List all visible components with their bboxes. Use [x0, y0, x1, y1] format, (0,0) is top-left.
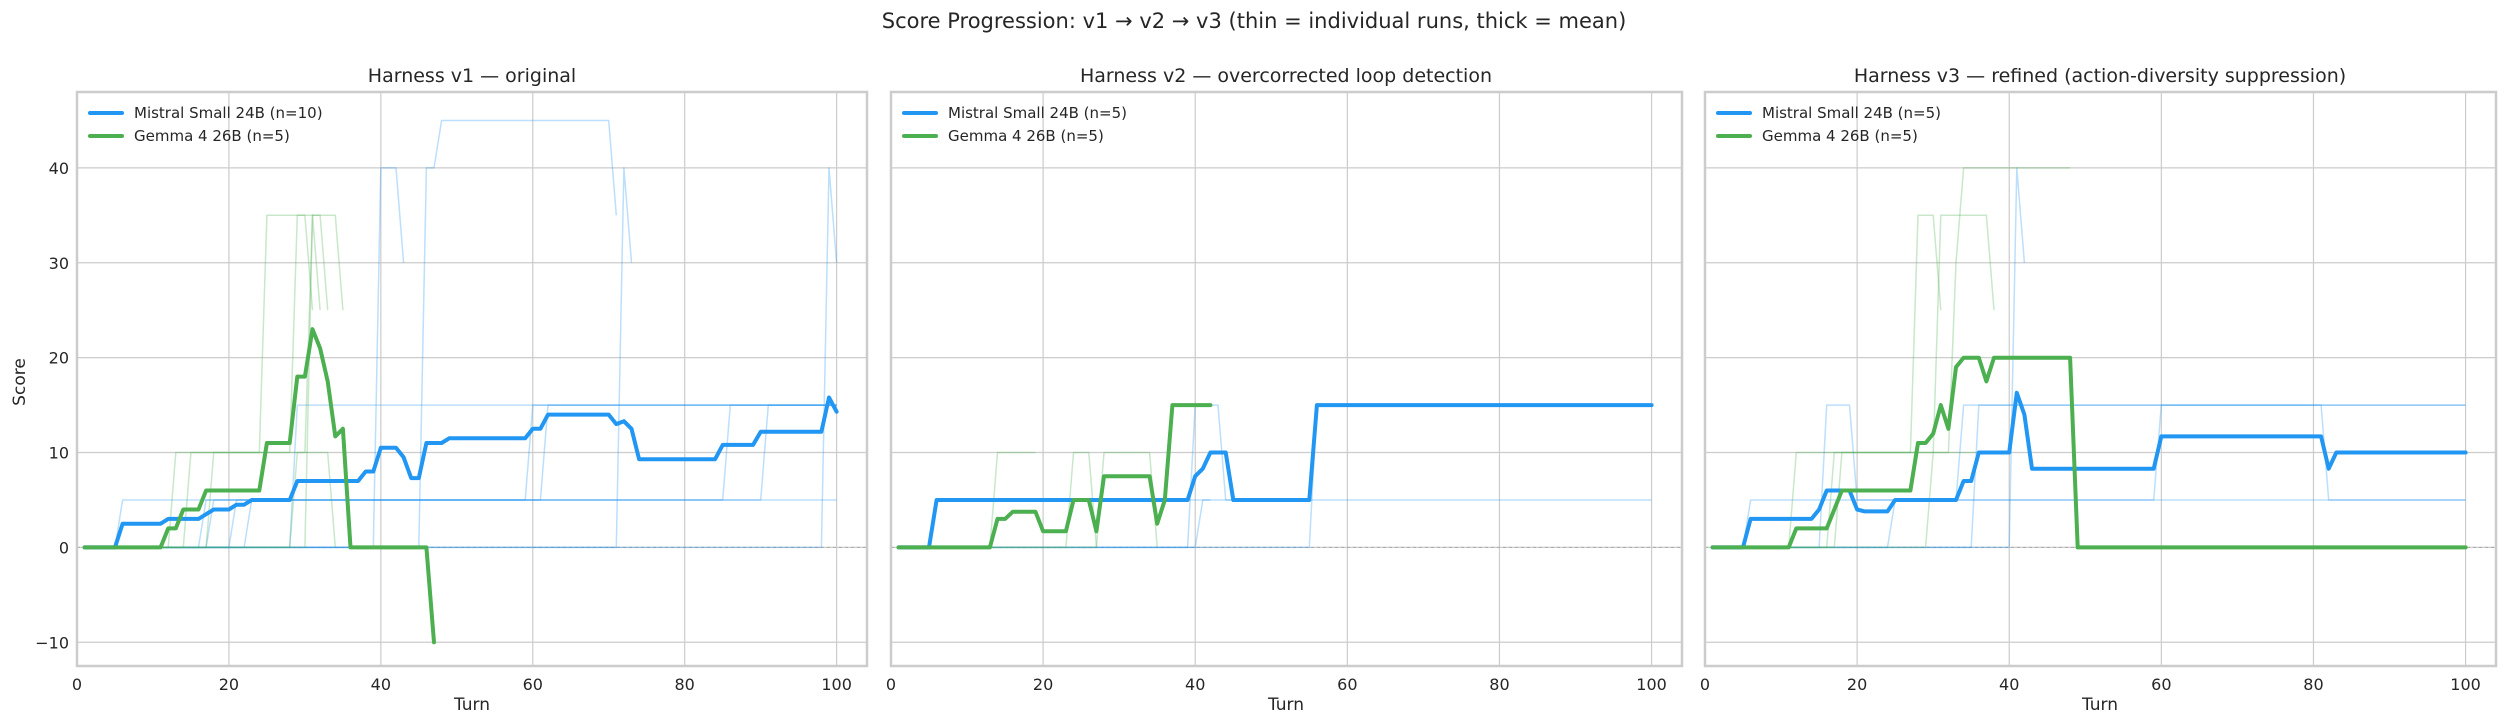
- mistral-run-line: [898, 499, 1652, 549]
- x-tick-label: 20: [1847, 675, 1867, 694]
- mistral-run-line: [84, 167, 838, 549]
- x-tick-label: 20: [219, 675, 239, 694]
- axes-frame: [1703, 90, 2498, 668]
- gemma-run-line: [1712, 167, 2071, 549]
- grid: [76, 92, 867, 666]
- gemma-run-line: [84, 214, 329, 549]
- y-tick-label: 10: [49, 444, 69, 463]
- mistral-run-line: [84, 404, 837, 549]
- panel-title: Harness v1 — original: [368, 65, 576, 87]
- legend-label: Mistral Small 24B (n=10): [134, 104, 323, 122]
- x-tick-labels: 0 20 40 60 80 100: [886, 675, 1667, 694]
- legend-label: Gemma 4 26B (n=5): [134, 127, 290, 145]
- legend-label: Gemma 4 26B (n=5): [948, 127, 1104, 145]
- x-axis-label: Turn: [453, 695, 490, 715]
- x-tick-label: 0: [1700, 675, 1710, 694]
- mistral-run-line: [84, 404, 837, 549]
- x-tick-labels: 0 20 40 60 80 100: [72, 675, 852, 694]
- gemma-run-line: [84, 451, 337, 549]
- x-tick-label: 60: [523, 675, 543, 694]
- x-tick-label: 40: [371, 675, 391, 694]
- y-axis-label: Score: [10, 358, 30, 406]
- legend-label: Mistral Small 24B (n=5): [948, 104, 1127, 122]
- x-tick-label: 100: [2450, 675, 2481, 694]
- mistral-run-line: [84, 167, 405, 549]
- x-axis-label: Turn: [1267, 695, 1304, 715]
- gemma-mean-line: [82, 327, 436, 645]
- x-tick-label: 20: [1033, 675, 1053, 694]
- legend: Mistral Small 24B (n=5) Gemma 4 26B (n=5): [902, 104, 1127, 145]
- grid: [1704, 92, 2496, 666]
- axes-frame: [889, 90, 1684, 668]
- panel-title: Harness v2 — overcorrected loop detectio…: [1080, 65, 1492, 87]
- individual-runs: [84, 119, 838, 549]
- x-tick-label: 60: [2151, 675, 2171, 694]
- x-tick-label: 100: [1636, 675, 1667, 694]
- gemma-run-line: [84, 214, 321, 549]
- mistral-run-line: [1712, 499, 2466, 549]
- x-tick-label: 40: [1185, 675, 1205, 694]
- x-tick-labels: 0 20 40 60 80 100: [1700, 675, 2481, 694]
- gemma-run-line: [1712, 214, 1942, 549]
- x-tick-label: 0: [886, 675, 896, 694]
- legend-label: Mistral Small 24B (n=5): [1762, 104, 1941, 122]
- mistral-run-line: [84, 119, 618, 549]
- gemma-run-line: [84, 214, 344, 549]
- mistral-mean-line: [896, 403, 1654, 550]
- mistral-mean-line: [1710, 390, 2468, 550]
- y-tick-label: 0: [59, 538, 69, 557]
- mistral-run-line: [898, 404, 1652, 549]
- y-tick-label: 30: [49, 254, 69, 273]
- x-tick-label: 100: [821, 675, 852, 694]
- x-tick-label: 80: [1489, 675, 1509, 694]
- x-tick-label: 80: [675, 675, 695, 694]
- legend: Mistral Small 24B (n=10) Gemma 4 26B (n=5…: [88, 104, 323, 145]
- gemma-run-line: [84, 214, 314, 549]
- x-tick-label: 60: [1337, 675, 1357, 694]
- panel-v3: Harness v3 — refined (action-diversity s…: [1700, 65, 2498, 715]
- gemma-run-line: [898, 451, 1098, 549]
- gemma-mean-line: [896, 403, 1213, 550]
- legend: Mistral Small 24B (n=5) Gemma 4 26B (n=5): [1716, 104, 1941, 145]
- mistral-run-line: [84, 404, 837, 549]
- y-tick-labels: −10 0 10 20 30 40: [35, 159, 69, 652]
- grid: [890, 92, 1682, 666]
- mistral-mean-line: [82, 395, 839, 550]
- legend-label: Gemma 4 26B (n=5): [1762, 127, 1918, 145]
- plot-area: [76, 92, 867, 666]
- x-tick-label: 80: [2303, 675, 2323, 694]
- y-tick-label: 40: [49, 159, 69, 178]
- panel-title: Harness v3 — refined (action-diversity s…: [1854, 65, 2346, 87]
- plot-area: [1704, 92, 2496, 666]
- individual-runs: [898, 404, 1652, 549]
- x-axis-label: Turn: [2081, 695, 2118, 715]
- axes-frame: [75, 90, 869, 668]
- mistral-run-line: [1712, 404, 2466, 549]
- x-tick-label: 0: [72, 675, 82, 694]
- figure-title: Score Progression: v1 → v2 → v3 (thin = …: [882, 9, 1627, 33]
- gemma-mean-line: [1710, 355, 2468, 550]
- x-tick-label: 40: [1999, 675, 2019, 694]
- mistral-run-line: [84, 404, 837, 549]
- plot-area: [890, 92, 1682, 666]
- gemma-run-line: [1712, 214, 1995, 549]
- panel-v2: Harness v2 — overcorrected loop detectio…: [886, 65, 1684, 715]
- panel-v1: Harness v1 — original Turn Score 0 20 40 60…: [10, 65, 869, 715]
- mistral-run-line: [84, 404, 837, 549]
- y-tick-label: −10: [35, 633, 69, 652]
- mistral-run-line: [898, 499, 1211, 549]
- y-tick-label: 20: [49, 349, 69, 368]
